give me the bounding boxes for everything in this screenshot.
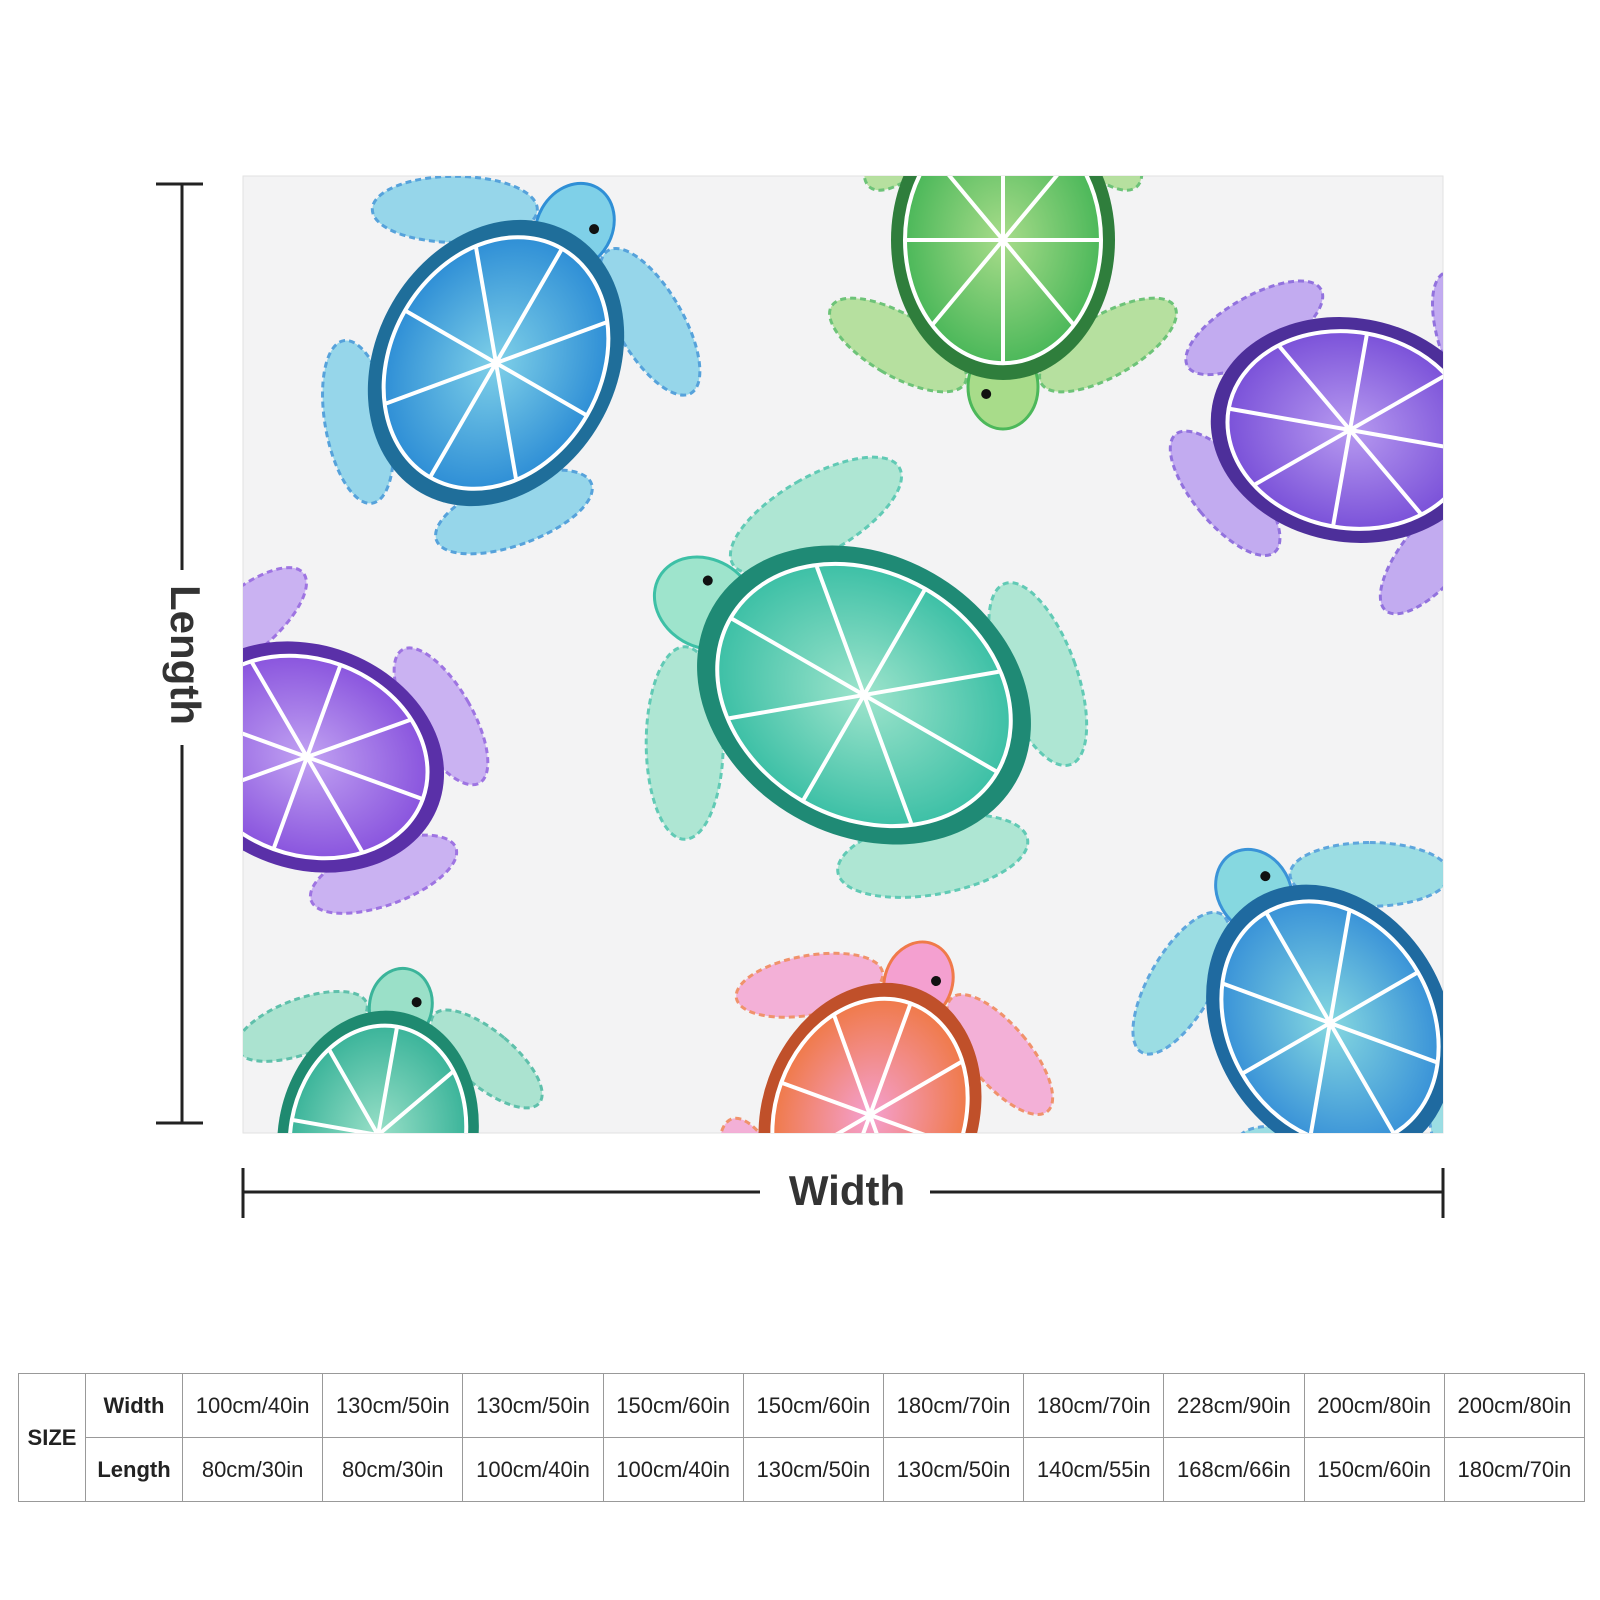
row-label: Width — [85, 1373, 183, 1438]
size-cell: 180cm/70in — [1443, 1437, 1586, 1502]
size-cell: 228cm/90in — [1163, 1373, 1305, 1438]
size-cell: 130cm/50in — [742, 1437, 884, 1502]
flipper — [392, 646, 490, 787]
width-dimension — [241, 1168, 1445, 1218]
flipper — [862, 176, 976, 192]
size-cell: 150cm/60in — [1303, 1437, 1445, 1502]
flipper — [229, 1147, 345, 1294]
flipper — [828, 296, 968, 394]
size-cell: 150cm/60in — [742, 1373, 884, 1438]
eye — [411, 997, 422, 1008]
turtle — [321, 176, 702, 556]
size-cell: 180cm/70in — [1023, 1373, 1165, 1438]
size-cell: 168cm/66in — [1163, 1437, 1305, 1502]
scutes — [905, 176, 1101, 364]
flipper — [717, 1116, 797, 1133]
scutes — [243, 661, 424, 853]
turtle — [1131, 841, 1443, 1133]
turtle-pattern — [129, 176, 1542, 1312]
turtle — [717, 940, 1055, 1133]
turtle — [229, 966, 544, 1312]
size-cell: 130cm/50in — [462, 1373, 604, 1438]
flipper — [1030, 176, 1144, 192]
size-row: SIZE Width 100cm/40in 130cm/50in 130cm/50in 1… — [18, 1373, 1586, 1502]
eye — [981, 389, 992, 399]
flipper — [434, 468, 594, 556]
size-cell: 80cm/30in — [181, 1437, 324, 1502]
flipper — [1378, 487, 1443, 616]
flipper — [364, 1181, 505, 1312]
size-cell: 200cm/80in — [1303, 1373, 1445, 1438]
product-image: Length Width — [129, 175, 1542, 1312]
size-header: SIZE — [18, 1373, 86, 1502]
scutes — [1228, 333, 1443, 527]
size-cell: 140cm/55in — [1023, 1437, 1165, 1502]
length-dimension — [156, 182, 203, 1125]
row-label: Length — [85, 1437, 183, 1502]
turtle — [828, 176, 1178, 431]
turtle — [129, 566, 490, 915]
size-cell: 100cm/40in — [181, 1373, 324, 1438]
eye — [589, 224, 600, 235]
turtle — [644, 455, 1089, 899]
size-cell: 180cm/70in — [882, 1373, 1025, 1438]
size-cell: 80cm/30in — [322, 1437, 464, 1502]
size-row: Length 80cm/30in 80cm/30in 100cm/40in 100cm/… — [19, 1437, 1586, 1502]
flipper — [1168, 429, 1282, 557]
size-table: SIZE Width 100cm/40in 130cm/50in 130cm/50in 1… — [18, 1373, 1586, 1502]
eye — [931, 975, 942, 986]
scutes — [1223, 911, 1437, 1133]
eye — [702, 575, 713, 586]
size-cell: 200cm/80in — [1443, 1373, 1586, 1438]
flipper — [597, 246, 702, 397]
size-cell: 150cm/60in — [602, 1373, 744, 1438]
head — [1447, 414, 1542, 498]
size-cell: 130cm/50in — [322, 1373, 464, 1438]
size-cell: 130cm/50in — [882, 1437, 1025, 1502]
eye — [1493, 467, 1505, 479]
turtle — [1168, 270, 1542, 616]
scutes — [728, 566, 1000, 824]
flipper — [243, 566, 308, 679]
flipper — [429, 1008, 544, 1110]
size-cell: 100cm/40in — [602, 1437, 744, 1502]
flipper — [129, 739, 216, 901]
scutes — [385, 247, 607, 479]
size-cell: 100cm/40in — [462, 1437, 604, 1502]
width-label: Width — [789, 1167, 905, 1214]
length-label: Length — [162, 585, 209, 725]
scutes — [777, 1002, 963, 1133]
eye — [1260, 871, 1271, 882]
